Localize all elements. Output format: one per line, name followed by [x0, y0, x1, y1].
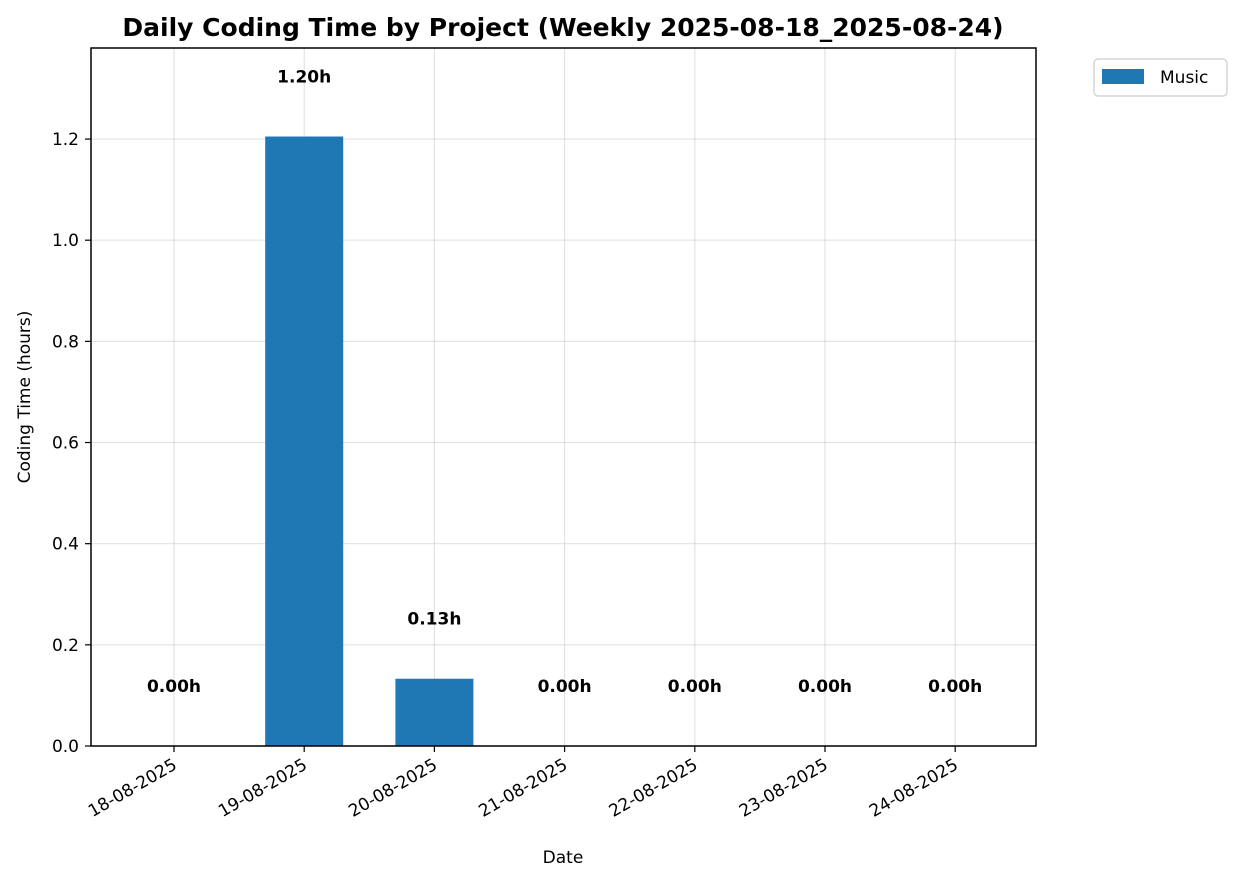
chart-title: Daily Coding Time by Project (Weekly 202…: [122, 13, 1003, 42]
legend-entry-music: Music: [1160, 68, 1208, 88]
bar-20-08-2025: [395, 678, 474, 746]
y-tick-label-1: 0.2: [52, 636, 79, 656]
y-axis-label: Coding Time (hours): [15, 311, 35, 484]
legend: Music: [1093, 58, 1228, 97]
x-tick-label-2: 20-08-2025: [345, 755, 441, 822]
y-tick-label-3: 0.6: [52, 434, 79, 454]
x-tick-label-1: 19-08-2025: [215, 755, 311, 822]
legend-frame: [1093, 58, 1228, 97]
bar-label-18-08-2025: 0.00h: [147, 677, 201, 697]
y-tick-label-5: 1.0: [52, 231, 79, 251]
y-tick-label-4: 0.8: [52, 332, 79, 352]
x-axis-ticks: 18-08-2025 19-08-2025 20-08-2025 21-08-2025…: [85, 746, 962, 822]
y-axis-ticks: 0.0 0.2 0.4 0.6 0.8 1.0 1.2: [52, 130, 91, 757]
x-tick-label-6: 24-08-2025: [866, 755, 962, 822]
legend-swatch-music: [1102, 69, 1144, 84]
x-tick-label-3: 21-08-2025: [476, 755, 572, 822]
bar-19-08-2025: [265, 136, 344, 746]
y-tick-label-6: 1.2: [52, 130, 79, 150]
bars: [265, 136, 474, 746]
bar-label-24-08-2025: 0.00h: [928, 677, 982, 697]
plot-frame: [90, 47, 1037, 747]
bar-label-19-08-2025: 1.20h: [277, 68, 331, 88]
y-tick-label-2: 0.4: [52, 535, 79, 555]
bar-label-20-08-2025: 0.13h: [407, 610, 461, 630]
bar-label-21-08-2025: 0.00h: [538, 677, 592, 697]
x-tick-label-4: 22-08-2025: [606, 755, 702, 822]
bar-label-22-08-2025: 0.00h: [668, 677, 722, 697]
bar-data-labels: 0.00h 1.20h 0.13h 0.00h 0.00h 0.00h 0.00h: [147, 68, 982, 697]
x-axis-label: Date: [543, 848, 584, 868]
grid-lines: [91, 48, 1036, 747]
x-tick-label-0: 18-08-2025: [85, 755, 181, 822]
x-tick-label-5: 23-08-2025: [736, 755, 832, 822]
bar-label-23-08-2025: 0.00h: [798, 677, 852, 697]
y-tick-label-0: 0.0: [52, 737, 79, 757]
